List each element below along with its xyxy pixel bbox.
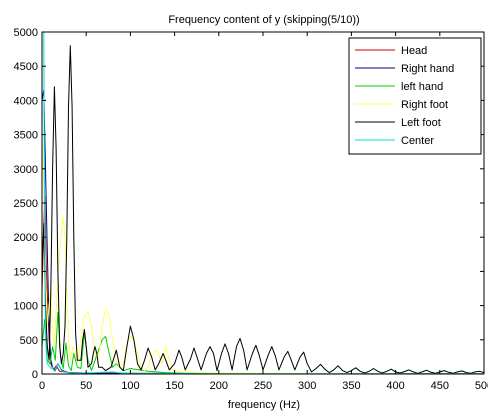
y-tick-label: 3500 <box>14 130 38 142</box>
x-tick-label: 200 <box>210 380 228 392</box>
chart-title: Frequency content of y (skipping(5/10)) <box>168 14 359 26</box>
x-tick-label: 150 <box>165 380 183 392</box>
y-tick-label: 4500 <box>14 61 38 73</box>
series-line-center <box>42 31 484 375</box>
x-axis-label: frequency (Hz) <box>228 399 300 411</box>
y-tick-label: 0 <box>32 369 38 381</box>
x-tick-label: 450 <box>431 380 449 392</box>
legend-items: Head Right hand left hand Right foot Left fo… <box>355 45 454 147</box>
x-axis: 0 50 100 150 200 250 300 350 400 450 500 <box>39 32 488 392</box>
x-tick-label: 250 <box>254 380 272 392</box>
legend: Head Right hand left hand Right foot Left fo… <box>348 37 482 155</box>
x-tick-label: 350 <box>342 380 360 392</box>
x-tick-label: 300 <box>298 380 316 392</box>
x-tick-label: 50 <box>80 380 92 392</box>
y-tick-label: 5000 <box>14 27 38 39</box>
y-tick-label: 3000 <box>14 164 38 176</box>
x-tick-label: 400 <box>386 380 404 392</box>
x-tick-label: 500 <box>475 380 488 392</box>
x-tick-label: 0 <box>39 380 45 392</box>
y-tick-label: 1000 <box>14 301 38 313</box>
x-tick-label: 100 <box>121 380 139 392</box>
y-tick-label: 2500 <box>14 198 38 210</box>
y-tick-label: 500 <box>20 335 38 347</box>
y-tick-label: 2000 <box>14 232 38 244</box>
series-line-left-foot <box>41 45 485 374</box>
legend-label: Right foot <box>401 99 448 111</box>
legend-label: Head <box>401 45 427 57</box>
y-tick-label: 1500 <box>14 266 38 278</box>
legend-label: Right hand <box>401 63 454 75</box>
legend-label: Left foot <box>401 117 441 129</box>
legend-box <box>348 37 482 155</box>
legend-label: left hand <box>401 81 443 93</box>
y-axis: 0 500 1000 1500 2000 2500 3000 3500 4000 4500 5000 <box>14 27 484 381</box>
series-layer <box>41 31 485 375</box>
legend-label: Center <box>401 135 434 147</box>
y-tick-label: 4000 <box>14 95 38 107</box>
